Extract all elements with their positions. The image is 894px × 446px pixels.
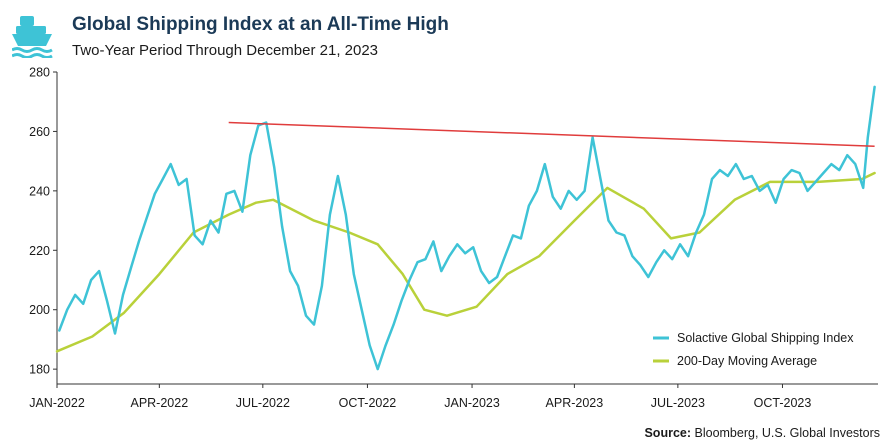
x-tick-label-APR-2023: APR-2023 (546, 396, 604, 410)
moving-average-line (55, 171, 876, 353)
source-note: Source: Bloomberg, U.S. Global Investors (644, 426, 880, 440)
x-tick-label-OCT-2023: OCT-2023 (754, 396, 812, 410)
legend-label-2: 200-Day Moving Average (677, 354, 817, 368)
axes: 180 200 220 240 260 280 JAN-2022 APR-2022 JUL-20… (29, 66, 878, 410)
legend: Solactive Global Shipping Index 200-Day M… (653, 331, 854, 368)
y-tick-label-260: 260 (29, 125, 50, 139)
legend-label-1: Solactive Global Shipping Index (677, 331, 854, 345)
y-tick-label-200: 200 (29, 303, 50, 317)
series-layer (55, 85, 876, 371)
y-tick-label-180: 180 (29, 363, 50, 377)
chart-subtitle: Two-Year Period Through December 21, 202… (72, 42, 379, 59)
x-tick-label-JAN-2023: JAN-2023 (444, 396, 500, 410)
chart-title: Global Shipping Index at an All-Time Hig… (72, 14, 449, 35)
x-tick-label-JAN-2022: JAN-2022 (29, 396, 85, 410)
x-tick-label-OCT-2022: OCT-2022 (339, 396, 397, 410)
resistance-trendline (228, 121, 875, 148)
cargo-ship-icon (12, 16, 53, 58)
x-tick-label-JUL-2023: JUL-2023 (651, 396, 705, 410)
shipping-index-line (58, 85, 876, 371)
source-label: Source: (644, 426, 692, 440)
y-tick-label-220: 220 (29, 244, 50, 258)
x-tick-label-APR-2022: APR-2022 (130, 396, 188, 410)
y-tick-label-240: 240 (29, 184, 50, 198)
chart-header: Global Shipping Index at an All-Time Hig… (6, 6, 886, 59)
source-text: Bloomberg, U.S. Global Investors (694, 426, 881, 440)
y-tick-label-280: 280 (29, 66, 50, 80)
x-tick-label-JUL-2022: JUL-2022 (236, 396, 290, 410)
